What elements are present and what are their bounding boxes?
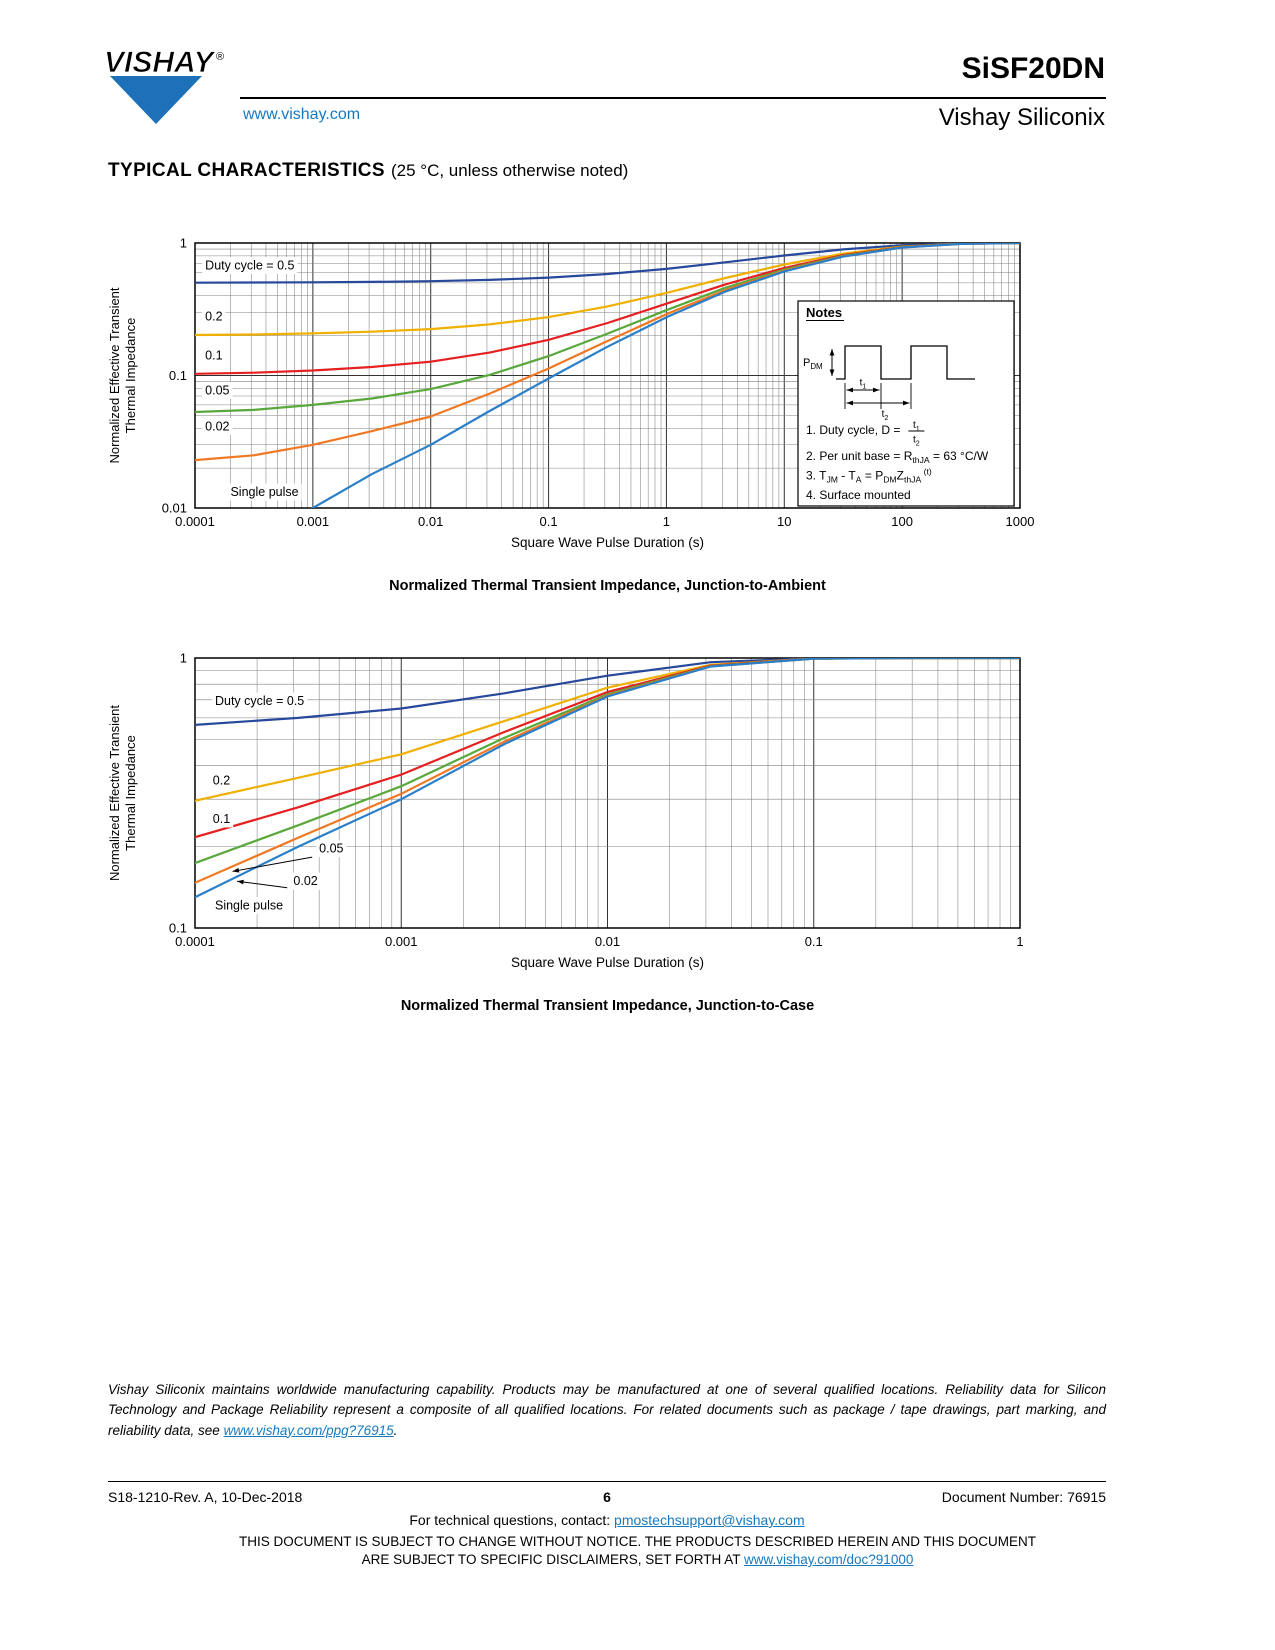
svg-text:1: 1	[180, 236, 187, 251]
section-title: TYPICAL CHARACTERISTICS	[108, 160, 385, 181]
svg-text:0.1: 0.1	[540, 514, 558, 529]
figure-junction-to-ambient: 0.0001 0.001 0.01 0.1 1 10 100 1000 0.01 0.1 1 Squa…	[95, 213, 1075, 595]
page-number: 6	[603, 1489, 611, 1505]
ppg-link[interactable]: www.vishay.com/ppg?76915	[223, 1422, 394, 1438]
svg-text:0.01: 0.01	[162, 501, 187, 516]
footer-rule	[108, 1481, 1106, 1482]
footnote-period: .	[393, 1422, 398, 1438]
tick-labels: 0.0001 0.001 0.01 0.1 1 10 100 1000 0.01 0.1 1	[162, 236, 1035, 530]
svg-text:0.0001: 0.0001	[175, 514, 215, 529]
curve-label: 0.2	[213, 774, 230, 788]
vishay-logo: VISHAY ®	[100, 46, 240, 135]
contact-line: For technical questions, contact: pmoste…	[108, 1512, 1106, 1528]
curve-label: Single pulse	[215, 899, 283, 913]
pulse-waveform	[836, 345, 975, 380]
y-axis-label: Thermal Impedance	[123, 735, 138, 851]
curve-Single pulse	[195, 658, 1020, 899]
revision-row: S18-1210-Rev. A, 10-Dec-2018 6 Document …	[108, 1489, 1106, 1507]
section-subtitle: (25 °C, unless otherwise noted)	[390, 161, 629, 180]
disclaimer-line-1: THIS DOCUMENT IS SUBJECT TO CHANGE WITHO…	[238, 1534, 1037, 1549]
curve-Duty cycle = 0.5	[195, 243, 1020, 284]
y-axis-label: Thermal Impedance	[123, 318, 138, 434]
curve-label: 0.05	[319, 842, 343, 856]
curve-labels: Duty cycle = 0.5 0.2 0.1 0.05 0.02 Single pul…	[202, 257, 302, 501]
svg-text:0.001: 0.001	[385, 934, 418, 949]
curve-label: 0.02	[205, 419, 229, 433]
reliability-footnote: Vishay Siliconix maintains worldwide man…	[108, 1380, 1106, 1441]
series-curves	[195, 658, 1020, 899]
curve-Single pulse	[310, 243, 1020, 508]
svg-text:1000: 1000	[1006, 514, 1035, 529]
note-line: 2. Per unit base = RthJA​ = 63 °C/W	[806, 449, 989, 465]
grid	[194, 242, 1021, 509]
section-heading: TYPICAL CHARACTERISTICS (25 °C, unless ot…	[108, 160, 628, 182]
document-number: Document Number: 76915	[941, 1489, 1106, 1505]
svg-text:0.001: 0.001	[297, 514, 330, 529]
registered-mark-icon: ®	[216, 51, 224, 63]
curve-label: 0.1	[205, 349, 222, 363]
disclaimer-doc-link[interactable]: www.vishay.com/doc?91000	[744, 1552, 914, 1567]
curve-label: 0.2	[205, 310, 222, 324]
revision-label: S18-1210-Rev. A, 10-Dec-2018	[108, 1489, 303, 1505]
curve-label: Duty cycle = 0.5	[205, 259, 294, 273]
plot-border	[194, 657, 1021, 929]
brand-title: Vishay Siliconix	[938, 104, 1105, 131]
chart-junction-to-case: 0.0001 0.001 0.01 0.1 1 0.1 1 Square Wave Pulse…	[107, 651, 1024, 971]
svg-text:0.01: 0.01	[418, 514, 443, 529]
svg-text:0.01: 0.01	[595, 934, 620, 949]
series-curves	[195, 243, 1020, 508]
contact-prefix: For technical questions, contact:	[409, 1512, 615, 1528]
svg-text:100: 100	[891, 514, 913, 529]
note-line: 4. Surface mounted	[806, 488, 911, 502]
y-axis-label: Normalized Effective Transient	[107, 287, 122, 463]
website-link[interactable]: www.vishay.com	[243, 106, 361, 123]
chart-junction-to-ambient: 0.0001 0.001 0.01 0.1 1 10 100 1000 0.01 0.1 1 Squa…	[107, 236, 1035, 551]
svg-text:0.1: 0.1	[805, 934, 823, 949]
chart-caption-junction-to-case: Normalized Thermal Transient Impedance, …	[400, 998, 815, 1014]
vishay-logo-text: VISHAY	[104, 46, 216, 79]
curve-label: 0.1	[213, 812, 230, 826]
svg-text:0.0001: 0.0001	[175, 934, 215, 949]
svg-text:1: 1	[1016, 934, 1023, 949]
svg-text:10: 10	[777, 514, 791, 529]
svg-text:1: 1	[180, 651, 187, 666]
vishay-logo-graphic: VISHAY ®	[104, 46, 224, 124]
notes-title: Notes	[806, 305, 842, 320]
product-title: SiSF20DN	[961, 52, 1105, 85]
disclaimer-line-2: ARE SUBJECT TO SPECIFIC DISCLAIMERS, SET…	[0, 1552, 1275, 1567]
x-axis-label: Square Wave Pulse Duration (s)	[511, 535, 704, 550]
figure-junction-to-case: 0.0001 0.001 0.01 0.1 1 0.1 1 Square Wave Pulse…	[95, 628, 1075, 1015]
curve-labels: Duty cycle = 0.5 0.2 0.1 0.05 0.02 Single pul…	[209, 692, 347, 915]
footnote-text: Vishay Siliconix maintains worldwide man…	[108, 1382, 1106, 1438]
note-line: 1. Duty cycle, D =	[806, 423, 900, 437]
note-line: 3. TJM​ - TA​ = PDM​ZthJA​ (t)​	[806, 467, 932, 485]
svg-text:1: 1	[663, 514, 670, 529]
plot-border	[194, 242, 1021, 509]
t2-label: t2​	[882, 409, 889, 422]
header-rule	[240, 97, 1106, 99]
disclaimer-line-2-text: ARE SUBJECT TO SPECIFIC DISCLAIMERS, SET…	[361, 1552, 744, 1567]
curve-label: 0.05	[205, 383, 229, 397]
vishay-logo-triangle	[110, 76, 202, 124]
curve-label: 0.02	[293, 874, 317, 888]
contact-email-link[interactable]: pmostechsupport@vishay.com	[614, 1512, 805, 1528]
tick-labels: 0.0001 0.001 0.01 0.1 1 0.1 1	[169, 651, 1024, 950]
t1-label: t1​	[860, 378, 867, 391]
svg-text:t1​: t1​	[913, 420, 920, 433]
y-axis-label: Normalized Effective Transient	[107, 705, 122, 881]
curve-label: Single pulse	[230, 485, 298, 499]
svg-text:0.1: 0.1	[169, 921, 187, 936]
svg-text:t2​: t2​	[913, 435, 920, 448]
chart-caption-junction-to-ambient: Normalized Thermal Transient Impedance, …	[389, 578, 826, 594]
curve-label: Duty cycle = 0.5	[215, 694, 304, 708]
x-axis-label: Square Wave Pulse Duration (s)	[511, 955, 704, 970]
svg-text:0.1: 0.1	[169, 368, 187, 383]
pdm-label: PDM​	[803, 357, 823, 371]
